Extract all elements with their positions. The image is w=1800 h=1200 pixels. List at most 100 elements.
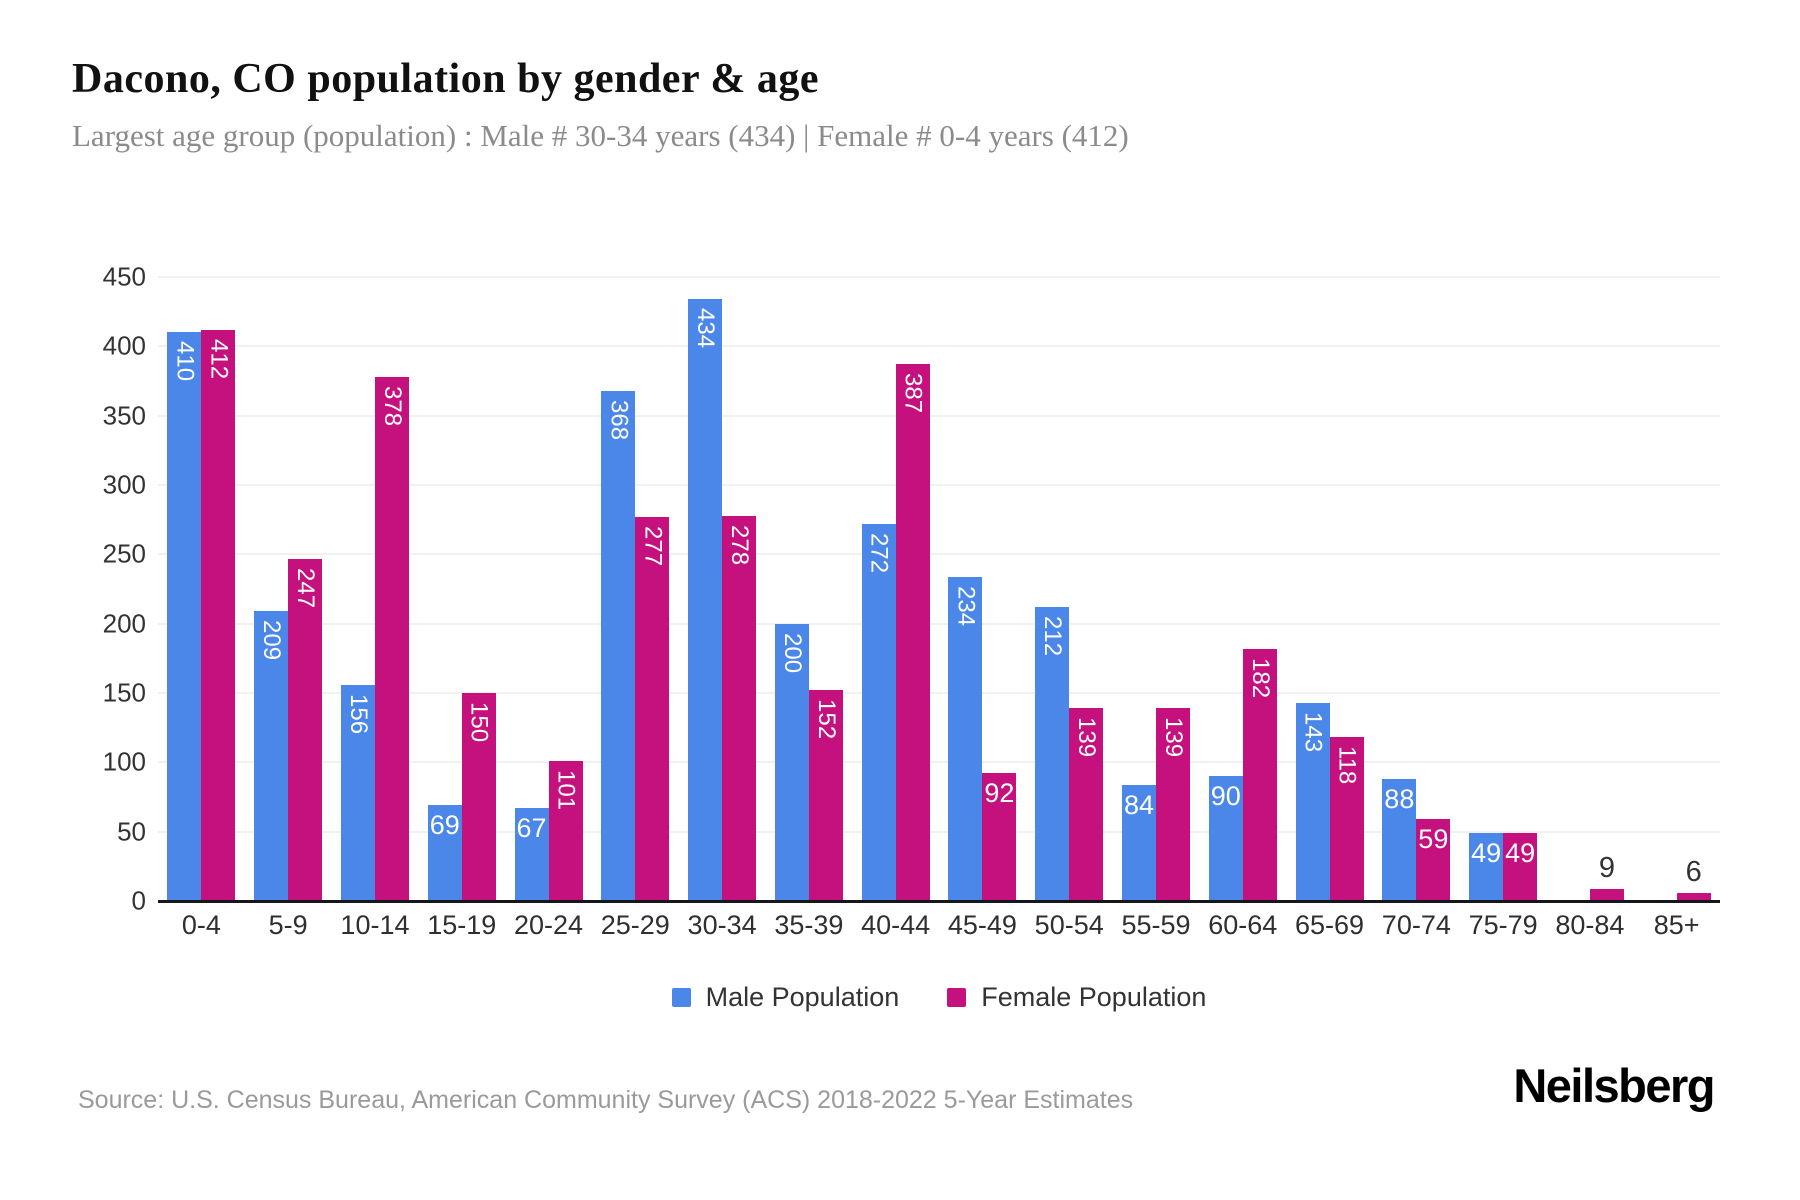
female-bar-5-9[interactable]: 247 [288, 558, 323, 901]
bar-value-label: 278 [726, 524, 754, 565]
female-bar-30-34[interactable]: 278 [722, 515, 757, 901]
gridline [158, 761, 1720, 764]
gridline [158, 345, 1720, 348]
bar-value-label: 182 [1246, 657, 1274, 698]
x-tick-label-45-49: 45-49 [947, 910, 1017, 940]
female-bar-75-79[interactable]: 49 [1503, 833, 1538, 901]
male-bar-40-44[interactable]: 272 [861, 523, 896, 901]
bar-group-10-14: 156 378 [332, 277, 419, 901]
female-bar-65-69[interactable]: 118 [1329, 737, 1364, 901]
bar-group-55-59: 84 139 [1113, 277, 1200, 901]
bar-value-label: 69 [429, 810, 460, 841]
bar-group-50-54: 212 139 [1026, 277, 1113, 901]
male-bar-70-74[interactable]: 88 [1382, 778, 1417, 901]
x-tick-label-85+: 85+ [1653, 910, 1700, 940]
bar-group-65-69: 143 118 [1286, 277, 1373, 901]
bar-value-label: 378 [378, 385, 406, 426]
x-tick-label-15-19: 15-19 [427, 910, 497, 940]
female-bar-70-74[interactable]: 59 [1416, 819, 1451, 901]
y-tick-label: 350 [102, 400, 146, 431]
y-tick-label: 250 [102, 538, 146, 569]
x-tick-label-70-74: 70-74 [1381, 910, 1451, 940]
x-tick-label-50-54: 50-54 [1034, 910, 1104, 940]
bar-group-75-79: 49 49 [1460, 277, 1547, 901]
female-bar-60-64[interactable]: 182 [1242, 648, 1277, 901]
bar-value-label: 143 [1299, 711, 1327, 752]
bar-value-label: 234 [952, 585, 980, 626]
bar-value-label: 200 [778, 632, 806, 673]
female-bar-35-39[interactable]: 152 [808, 690, 843, 901]
bar-value-label: 272 [865, 532, 893, 573]
female-bar-80-84[interactable]: 9 [1589, 853, 1624, 901]
chart-subtitle: Largest age group (population) : Male # … [72, 118, 1129, 153]
legend-swatch-icon [671, 988, 691, 1007]
y-tick-label: 300 [102, 469, 146, 500]
male-bar-5-9[interactable]: 209 [254, 611, 289, 901]
bar-value-label: 49 [1471, 838, 1502, 869]
bar-value-label: 101 [552, 769, 580, 810]
bar-group-40-44: 272 387 [852, 277, 939, 901]
female-bar-45-49[interactable]: 92 [982, 773, 1017, 901]
male-bar-15-19[interactable]: 69 [427, 805, 462, 901]
male-bar-60-64[interactable]: 90 [1208, 776, 1243, 901]
x-axis-baseline [158, 900, 1720, 903]
y-tick-label: 450 [102, 261, 146, 292]
y-tick-label: 400 [102, 330, 146, 361]
gridline [158, 553, 1720, 556]
gridline [158, 276, 1720, 278]
bar-group-20-24: 67 101 [505, 277, 592, 901]
gridline [158, 692, 1720, 694]
bar-value-label: 49 [1505, 838, 1536, 869]
bar-group-35-39: 200 152 [765, 277, 852, 901]
x-tick-label-20-24: 20-24 [513, 910, 584, 940]
chart-legend: Male Population Female Population [158, 982, 1720, 1013]
gridline [158, 414, 1720, 417]
male-bar-55-59[interactable]: 84 [1121, 784, 1156, 901]
bar-group-0-4: 410 412 [158, 277, 245, 901]
y-tick-label: 150 [102, 677, 146, 708]
male-bar-35-39[interactable]: 200 [774, 623, 809, 901]
bar-group-70-74: 88 59 [1373, 277, 1460, 901]
female-bar-55-59[interactable]: 139 [1155, 708, 1190, 901]
bar-group-25-29: 368 277 [592, 277, 679, 901]
bar-value-label: 90 [1210, 781, 1241, 812]
male-bar-45-49[interactable]: 234 [948, 576, 983, 901]
bar-value-label: 139 [1159, 717, 1187, 758]
female-bar-25-29[interactable]: 277 [635, 516, 670, 901]
bar-group-45-49: 234 92 [939, 277, 1026, 901]
bar-value-label: 139 [1073, 717, 1101, 758]
bar-value-label: 434 [692, 308, 720, 349]
y-tick-label: 0 [131, 885, 146, 916]
male-bar-65-69[interactable]: 143 [1295, 702, 1330, 901]
female-bar-0-4[interactable]: 412 [201, 329, 236, 901]
bar-group-5-9: 209 247 [245, 277, 332, 901]
bar-value-label: 118 [1333, 746, 1361, 785]
legend-label: Male Population [705, 982, 900, 1012]
bar-value-label: 84 [1123, 789, 1155, 820]
x-tick-label-80-84: 80-84 [1555, 910, 1625, 940]
x-tick-label-75-79: 75-79 [1468, 910, 1538, 940]
legend-swatch-icon [947, 988, 967, 1007]
legend-item-male[interactable]: Male Population [671, 982, 900, 1013]
y-tick-label: 100 [102, 746, 146, 777]
legend-item-female[interactable]: Female Population [947, 982, 1206, 1013]
bar-group-30-34: 434 278 [679, 277, 766, 901]
bar-group-85+: 6 [1633, 277, 1720, 901]
bar-value-label: 212 [1039, 616, 1067, 657]
male-bar-75-79[interactable]: 49 [1469, 833, 1504, 901]
female-bar-10-14[interactable]: 378 [374, 376, 409, 901]
male-bar-50-54[interactable]: 212 [1035, 607, 1070, 901]
brand-logo: Neilsberg [1513, 1059, 1715, 1112]
male-bar-0-4[interactable]: 410 [167, 332, 202, 901]
male-bar-10-14[interactable]: 156 [340, 684, 375, 901]
male-bar-30-34[interactable]: 434 [688, 299, 723, 901]
female-bar-40-44[interactable]: 387 [895, 364, 930, 901]
bar-value-label: 156 [344, 693, 372, 734]
male-bar-20-24[interactable]: 67 [514, 808, 549, 901]
male-bar-25-29[interactable]: 368 [601, 390, 636, 901]
female-bar-50-54[interactable]: 139 [1069, 708, 1104, 901]
female-bar-15-19[interactable]: 150 [461, 693, 496, 901]
female-bar-20-24[interactable]: 101 [548, 760, 583, 901]
female-bar-85+[interactable]: 6 [1676, 857, 1711, 901]
